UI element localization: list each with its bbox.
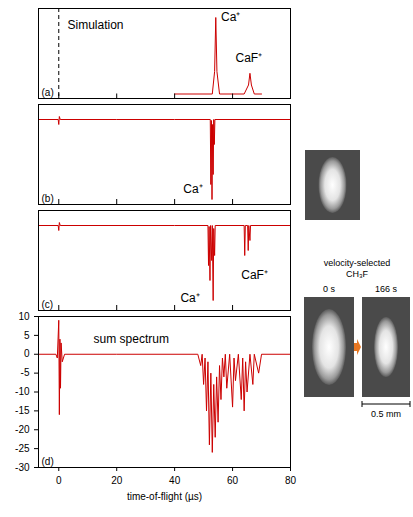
svg-text:(a): (a) (42, 87, 54, 98)
svg-text:time-of-flight (µs): time-of-flight (µs) (127, 491, 202, 502)
svg-text:Ca⁺: Ca⁺ (221, 10, 240, 24)
svg-text:CaF⁺: CaF⁺ (235, 51, 262, 65)
svg-text:-20: -20 (15, 424, 30, 435)
svg-text:0.5 mm: 0.5 mm (371, 409, 401, 419)
svg-text:40: 40 (169, 475, 181, 486)
svg-text:0 s: 0 s (323, 284, 336, 294)
svg-text:0: 0 (56, 475, 62, 486)
svg-text:60: 60 (227, 475, 239, 486)
svg-text:(c): (c) (42, 299, 54, 310)
svg-text:-15: -15 (15, 405, 30, 416)
svg-text:(b): (b) (42, 193, 54, 204)
svg-text:Ca⁺: Ca⁺ (183, 182, 202, 196)
svg-text:5: 5 (24, 330, 30, 341)
svg-text:-5: -5 (21, 367, 30, 378)
svg-text:-30: -30 (15, 462, 30, 473)
svg-text:0: 0 (24, 348, 30, 359)
svg-text:CH₃F: CH₃F (346, 269, 369, 279)
svg-text:10: 10 (18, 312, 30, 322)
svg-text:-25: -25 (15, 443, 30, 454)
svg-text:CaF⁺: CaF⁺ (241, 268, 268, 282)
svg-text:80: 80 (285, 475, 297, 486)
svg-text:20: 20 (111, 475, 123, 486)
svg-text:(d): (d) (42, 456, 54, 467)
svg-text:Simulation: Simulation (67, 18, 123, 32)
svg-text:velocity-selected: velocity-selected (324, 258, 391, 268)
svg-text:166 s: 166 s (375, 284, 398, 294)
svg-text:-10: -10 (15, 386, 30, 397)
svg-text:sum spectrum: sum spectrum (94, 332, 169, 346)
svg-text:Ca⁺: Ca⁺ (180, 291, 199, 305)
